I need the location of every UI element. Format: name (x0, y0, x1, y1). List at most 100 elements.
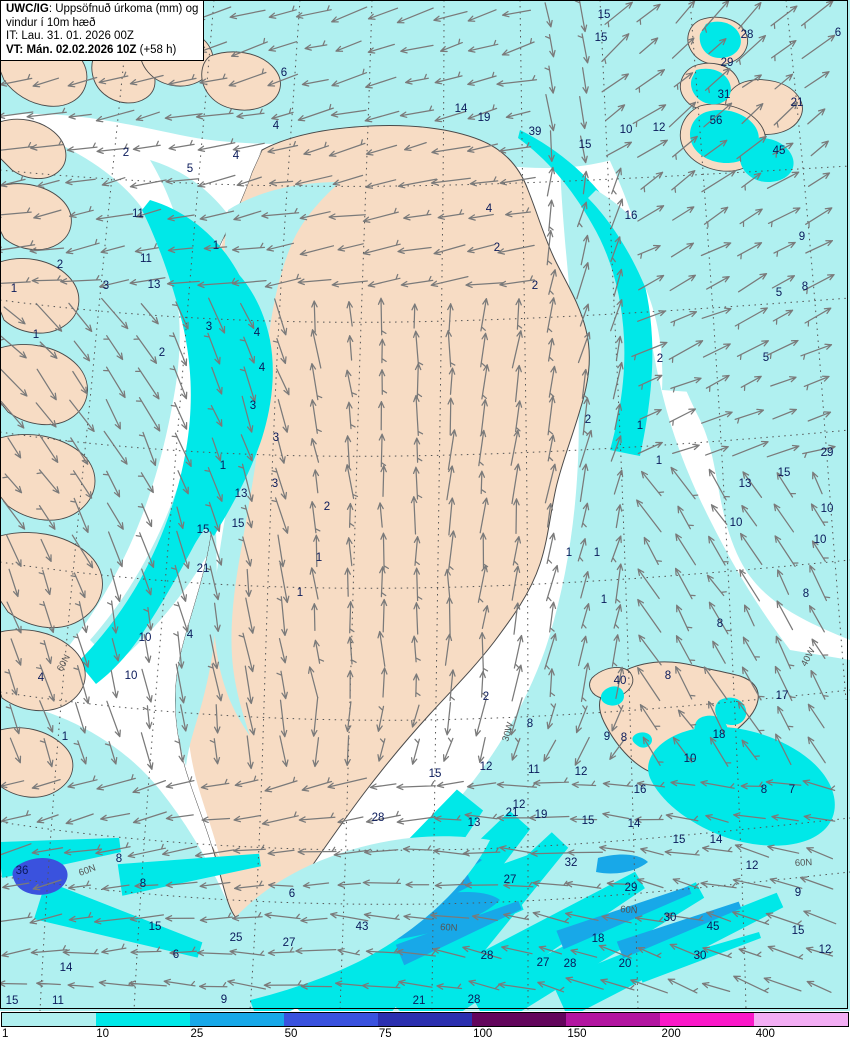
wind-arrow (272, 337, 287, 365)
wind-arrow (805, 239, 834, 254)
wind-arrow (444, 633, 453, 666)
wind-arrow (380, 598, 388, 633)
wind-arrow (129, 74, 164, 86)
wind-arrow (448, 367, 456, 395)
wind-arrow (362, 207, 399, 223)
wind-arrow (701, 845, 733, 853)
wind-arrow (39, 700, 54, 733)
wind-arrow (701, 169, 737, 193)
wind-arrow (239, 366, 257, 403)
wind-arrow (240, 504, 254, 529)
precip-value-label: 18 (592, 933, 605, 945)
wind-arrow (310, 329, 322, 369)
wind-arrow (130, 946, 162, 956)
wind-arrow (365, 144, 398, 156)
wind-arrow (499, 176, 536, 186)
colorbar-band-200 (660, 1013, 754, 1026)
wind-arrow (669, 408, 697, 426)
storm-band-6 (407, 871, 645, 1011)
precip-value-label: 18 (713, 729, 726, 741)
wind-arrow (605, 104, 626, 121)
wind-arrow (110, 669, 119, 699)
wind-arrow (467, 104, 498, 120)
precip-value-label: 2 (123, 147, 129, 159)
wind-arrow (675, 635, 696, 665)
wind-arrow (496, 75, 538, 87)
wind-arrow (132, 811, 167, 824)
wind-arrow (672, 736, 696, 763)
wind-arrow (449, 669, 456, 702)
wind-arrow (434, 815, 462, 823)
wind-arrow (481, 605, 490, 630)
wind-arrow (462, 945, 502, 960)
wind-arrow (65, 813, 94, 825)
precip-value-label: 10 (620, 124, 633, 136)
wind-arrow (675, 533, 697, 566)
precip-value-label: 21 (791, 97, 804, 109)
precip-value-label: 31 (718, 89, 731, 101)
precip-baffin-cyan (78, 200, 258, 684)
wind-arrow (410, 738, 421, 765)
map-canvas[interactable]: 60N 60N 60N 60N 60N 30W 40W 15 15 6 28 29 21 31 56 45 6 4… (0, 0, 850, 1011)
wind-arrow (361, 982, 401, 990)
wind-arrow (708, 468, 730, 501)
wind-arrow (99, 279, 130, 289)
wind-arrow (601, 73, 630, 93)
wind-arrow (203, 332, 221, 365)
wind-arrow (0, 912, 33, 923)
wind-arrow (365, 76, 397, 89)
wind-arrow (579, 135, 588, 164)
wind-arrow (367, 273, 401, 288)
wind-arrow (362, 239, 401, 256)
wind-arrow (297, 278, 332, 286)
wind-arrow (447, 397, 455, 436)
wind-arrow (528, 814, 570, 822)
wind-arrow (171, 301, 189, 330)
legend-title-text: : Uppsöfnuð úrkoma (mm) og (48, 3, 199, 15)
wind-arrow (580, 234, 590, 266)
wind-arrow (533, 777, 570, 787)
wind-arrow (464, 812, 498, 820)
precip-value-label: 15 (595, 32, 608, 44)
wind-arrow (246, 735, 254, 770)
wind-arrow (169, 365, 188, 400)
meridian-2 (431, 0, 445, 1011)
wind-arrow (574, 0, 588, 33)
colorbar[interactable]: 1 10 25 50 75 100 150 200 400 (0, 1011, 850, 1041)
wind-arrow (271, 497, 289, 534)
wind-arrow (233, 844, 266, 854)
wind-arrow (177, 470, 189, 495)
wind-arrow (35, 302, 63, 332)
wind-arrow (111, 638, 120, 662)
precip-value-label: 11 (528, 764, 540, 776)
precip-value-label: 3 (206, 321, 212, 333)
wind-arrow (93, 917, 133, 925)
wind-arrow (501, 37, 535, 56)
wind-arrow (379, 566, 387, 598)
wind-arrow (311, 300, 318, 333)
wind-arrow (380, 532, 389, 571)
precip-value-label: 27 (283, 937, 296, 949)
wind-arrow (763, 976, 802, 992)
wind-arrow (671, 170, 696, 193)
precip-value-label: 13 (468, 817, 481, 829)
precip-value-label: 1 (601, 594, 607, 606)
wind-arrow (734, 843, 770, 858)
wind-arrow (133, 335, 158, 364)
wind-arrow (268, 881, 294, 889)
wind-arrow (330, 109, 367, 118)
storm-core-3 (556, 886, 692, 950)
storm-band-8 (551, 892, 784, 1011)
wind-arrow (165, 776, 195, 789)
wind-arrow (295, 5, 332, 19)
wind-arrow (581, 67, 589, 94)
wind-arrow (413, 437, 423, 463)
wind-arrow (802, 444, 836, 459)
wind-arrow (772, 309, 794, 325)
wind-arrow (544, 33, 556, 58)
wind-arrow (72, 370, 88, 395)
wind-arrow (346, 502, 355, 528)
wind-arrow (766, 444, 800, 458)
wind-arrow (466, 782, 497, 790)
wind-arrow (38, 433, 59, 463)
